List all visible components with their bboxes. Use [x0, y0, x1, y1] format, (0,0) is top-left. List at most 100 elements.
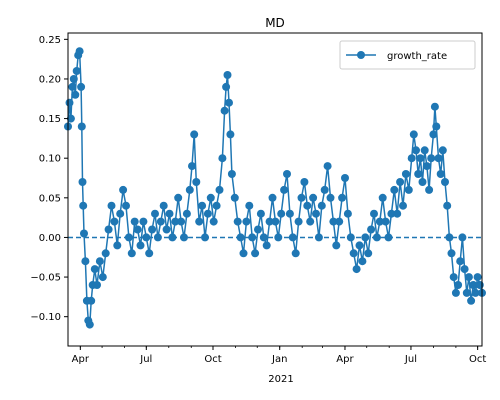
data-point — [225, 98, 233, 107]
data-point — [367, 225, 376, 234]
series-line-growth-rate — [67, 50, 483, 325]
data-point — [162, 225, 171, 234]
data-point — [288, 233, 297, 242]
y-axis: −0.10 −0.05 0.00 0.05 0.10 0.15 0.20 0.25 — [30, 35, 68, 323]
data-point — [133, 225, 142, 234]
legend-marker — [357, 51, 365, 59]
data-point — [104, 225, 113, 234]
data-point — [312, 209, 320, 218]
y-tick-label: −0.10 — [30, 312, 61, 323]
data-point — [438, 146, 447, 155]
data-point — [116, 209, 125, 218]
data-point — [110, 217, 119, 226]
y-tick-label: 0.20 — [39, 74, 61, 85]
axes-frame — [67, 32, 483, 347]
data-point — [122, 201, 130, 210]
data-point — [443, 201, 452, 210]
data-point — [309, 193, 318, 202]
data-point — [245, 201, 254, 210]
data-point — [209, 217, 218, 226]
data-point — [432, 122, 441, 131]
x-tick-label: Oct — [469, 354, 486, 365]
y-tick-label: 0.25 — [39, 35, 61, 46]
data-point — [420, 146, 429, 155]
data-point — [226, 130, 235, 139]
data-point — [153, 233, 162, 242]
data-point — [422, 162, 431, 171]
x-tick-label: Jul — [139, 354, 152, 365]
data-point — [271, 217, 280, 226]
data-point — [352, 265, 361, 274]
data-point — [355, 241, 364, 250]
data-point — [203, 209, 212, 218]
data-point — [401, 170, 410, 178]
data-point — [300, 178, 309, 186]
data-point — [75, 47, 84, 56]
data-point — [467, 296, 476, 305]
data-point — [254, 225, 262, 234]
data-point — [185, 185, 194, 194]
data-point — [85, 320, 94, 329]
data-point — [220, 106, 229, 115]
x-tick-label: Jul — [404, 354, 417, 365]
data-point — [148, 225, 157, 234]
data-point — [127, 249, 136, 258]
x-tick-label: Apr — [72, 354, 90, 365]
data-point — [341, 174, 349, 182]
data-point — [95, 257, 104, 266]
data-point — [66, 114, 75, 123]
data-point — [416, 154, 425, 163]
data-point — [464, 273, 473, 282]
data-point — [407, 154, 416, 163]
data-point — [323, 162, 332, 171]
data-point — [346, 233, 355, 242]
data-point — [317, 201, 326, 210]
data-point — [297, 193, 306, 202]
data-point — [458, 233, 467, 242]
data-point — [124, 233, 133, 242]
data-point — [462, 288, 471, 297]
data-point — [441, 178, 449, 186]
data-point — [222, 82, 231, 91]
data-point — [361, 233, 370, 242]
x-tick-label: Oct — [204, 354, 221, 365]
data-point — [180, 233, 188, 242]
data-point — [349, 249, 358, 258]
data-point — [151, 209, 159, 218]
data-point — [65, 98, 74, 107]
x-axis: Apr Jul Oct Jan Apr Jul Oct — [72, 346, 486, 365]
data-point — [285, 209, 294, 218]
data-point — [87, 296, 96, 305]
y-tick-label: 0.05 — [39, 193, 61, 204]
data-point — [79, 201, 88, 210]
data-point — [218, 154, 227, 163]
data-point — [436, 170, 445, 178]
data-point — [206, 193, 215, 202]
data-point — [445, 233, 454, 242]
data-point — [343, 209, 352, 218]
data-point — [454, 281, 463, 289]
data-point — [460, 265, 469, 274]
data-point — [358, 257, 367, 266]
data-point — [338, 193, 347, 202]
data-point — [378, 193, 387, 202]
data-point — [314, 233, 323, 242]
data-point — [139, 217, 148, 226]
data-point — [451, 288, 460, 297]
y-tick-label: 0.15 — [39, 114, 61, 125]
data-point — [113, 241, 122, 250]
data-point — [414, 170, 423, 178]
data-point — [364, 249, 373, 258]
data-point — [223, 71, 232, 79]
data-point — [262, 241, 271, 250]
data-point — [265, 217, 274, 226]
data-point — [171, 217, 180, 226]
data-point — [69, 75, 78, 83]
data-point — [412, 146, 420, 155]
data-point — [390, 185, 399, 194]
data-point — [447, 249, 456, 258]
data-point — [329, 217, 338, 226]
data-point — [427, 154, 436, 163]
data-point — [71, 90, 80, 99]
